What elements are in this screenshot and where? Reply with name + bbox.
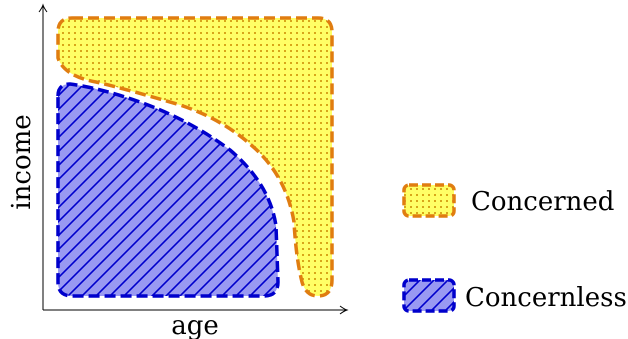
legend-item-concerned: Concerned [404, 185, 614, 217]
legend-label-concernless: Concernless [465, 283, 627, 313]
legend-label-concerned: Concerned [471, 187, 614, 217]
legend-swatch-concernless [404, 280, 454, 311]
legend-swatch-concerned [404, 185, 454, 216]
y-axis-label: income [7, 114, 37, 209]
x-axis-label: age [171, 311, 219, 339]
legend-item-concernless: Concernless [404, 280, 627, 313]
